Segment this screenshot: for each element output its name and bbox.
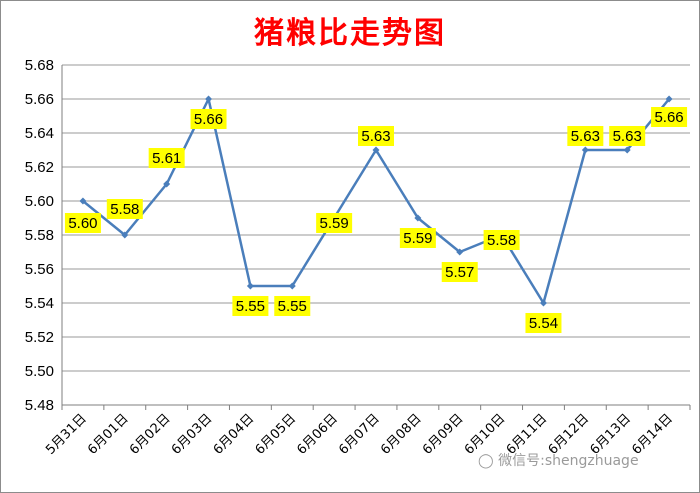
data-label-bg [106,199,143,219]
x-tick-label: 5月31日 [43,411,90,458]
data-label: 5.58 [487,232,516,249]
data-label: 5.59 [320,215,349,232]
data-label-bg [399,228,436,248]
y-tick-label: 5.60 [25,193,54,210]
x-tick-label: 6月07日 [336,411,383,458]
x-tick-label: 6月01日 [85,411,132,458]
x-tick-label: 6月05日 [253,411,300,458]
data-label-bg [441,262,478,282]
y-tick-label: 5.62 [25,159,54,176]
data-label-bg [358,126,394,146]
data-point [539,299,547,307]
data-point [205,95,213,103]
y-tick-label: 5.66 [25,91,54,108]
data-label-bg [64,213,101,233]
y-tick-label: 5.58 [25,227,54,244]
y-tick-label: 5.52 [25,329,54,346]
data-label-bg [232,296,269,316]
data-point [581,146,589,154]
data-label-bg [525,313,562,333]
data-label: 5.55 [278,298,307,315]
data-label: 5.59 [403,230,432,247]
data-label-bg [274,296,311,316]
data-label: 5.66 [194,111,223,128]
data-point [163,180,171,188]
data-label: 5.61 [152,150,181,167]
chart-title: 猪粮比走势图 [254,16,446,51]
data-label-bg [483,230,520,250]
y-tick-label: 5.56 [25,261,54,278]
x-tick-label: 6月04日 [211,411,258,458]
x-tick-label: 6月03日 [169,411,216,458]
data-label: 5.60 [68,215,97,232]
data-label-bg [190,109,227,129]
data-label: 5.63 [613,128,642,145]
data-label-bg [651,107,688,127]
y-tick-label: 5.64 [25,125,54,142]
y-tick-label: 5.50 [25,363,54,380]
y-tick-label: 5.54 [25,295,54,312]
gridlines [62,64,690,372]
data-point [623,146,631,154]
y-tick-label: 5.48 [25,397,54,414]
watermark-text: 微信号:shengzhuage [498,453,639,469]
x-tick-label: 6月08日 [378,411,425,458]
data-label: 5.63 [361,128,390,145]
data-label: 5.66 [654,109,683,126]
data-label: 5.58 [110,201,139,218]
data-label: 5.57 [445,264,474,281]
data-label: 5.63 [571,128,600,145]
data-label-bg [567,126,604,146]
axes: 5.48 5.50 5.52 5.54 5.56 5.58 5.60 5.62 5.64 5.66… [25,57,691,458]
data-point [288,282,296,290]
data-label-bg [609,126,646,146]
y-tick-label: 5.68 [25,57,54,74]
watermark: ◯ 微信号:shengzhuage [478,450,639,470]
wechat-icon: ◯ [478,453,494,469]
data-point [665,95,673,103]
x-tick-label: 6月02日 [127,411,174,458]
data-point [372,146,380,154]
data-point [414,214,422,222]
data-point [246,282,254,290]
data-label-bg [316,213,353,233]
data-point [79,197,87,205]
x-tick-label: 6月06日 [294,411,341,458]
data-labels: 5.60 5.58 5.61 5.66 5.55 5.55 5.59 5.63 5.59 5.57… [64,107,688,333]
data-point [456,248,464,256]
data-label-bg [148,148,185,168]
data-point [121,231,129,239]
data-label: 5.54 [529,315,558,332]
x-tick-label: 6月09日 [420,411,467,458]
data-label: 5.55 [236,298,265,315]
